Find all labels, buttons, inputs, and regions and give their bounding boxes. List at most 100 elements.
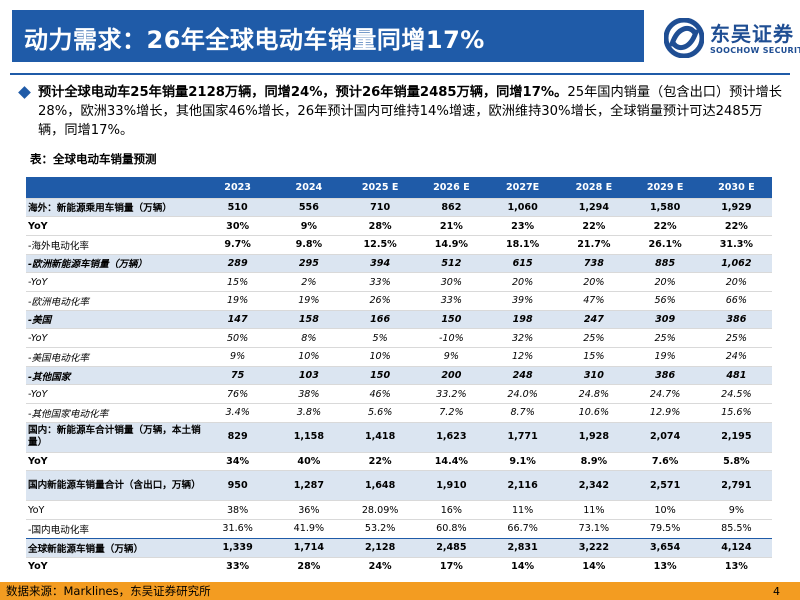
table-cell: 885 [629, 253, 701, 273]
table-cell: 19% [202, 290, 274, 311]
table-cell: 38% [202, 500, 274, 520]
row-label: -欧洲新能源车销量（万辆） [26, 253, 202, 273]
table-cell: 26.1% [629, 234, 701, 255]
table-row: 国内：新能源车合计销量（万辆，本土销量） 829 1,158 1,418 1,623 1,… [26, 421, 772, 453]
table-cell: 25% [558, 328, 630, 348]
table-cell: 9.7% [202, 234, 274, 255]
table-cell: 33% [344, 272, 416, 292]
row-label: -YoY [26, 272, 202, 292]
header-year: 2030 E [700, 177, 772, 198]
table-cell: 309 [629, 309, 701, 329]
table-cell: 11% [487, 500, 559, 520]
table-cell: 950 [202, 470, 274, 501]
table-cell: 1,294 [558, 197, 630, 217]
table-cell: 1,771 [487, 421, 559, 453]
table-cell: 289 [202, 253, 274, 273]
row-label: -其他国家电动化率 [26, 403, 202, 423]
row-label: 国内新能源车销量合计（含出口，万辆） [26, 470, 202, 501]
table-row: -欧洲电动化率 19% 19% 26% 33% 39% 47% 56% 66% [26, 290, 772, 311]
table-cell: 15% [558, 347, 630, 367]
source-note: 数据来源：Marklines，东吴证券研究所 [6, 584, 211, 598]
table-cell: 9.8% [273, 234, 345, 255]
table-cell: 4,124 [700, 537, 772, 557]
table-cell: 28% [273, 556, 345, 576]
table-cell: 60.8% [415, 519, 487, 539]
table-cell: 33% [202, 556, 274, 576]
table-cell: 47% [558, 290, 630, 311]
table-cell: 158 [273, 309, 345, 329]
ev-sales-forecast-table: 2023 2024 2025 E 2026 E 2027E 2028 E 2029 E 203… [26, 177, 772, 576]
header-divider [10, 73, 790, 75]
soochow-logo-icon [664, 18, 704, 58]
table-cell: 28% [344, 216, 416, 236]
row-label: -美国 [26, 309, 202, 329]
table-cell: 1,580 [629, 197, 701, 217]
table-cell: 66% [700, 290, 772, 311]
table-cell: 8.9% [558, 451, 630, 471]
table-cell: 19% [629, 347, 701, 367]
table-cell: 9% [700, 500, 772, 520]
table-cell: 103 [273, 365, 345, 385]
table-cell: 40% [273, 451, 345, 471]
table-row: -海外电动化率 9.7% 9.8% 12.5% 14.9% 18.1% 21.7% 26.1%… [26, 234, 772, 255]
table-cell: 21.7% [558, 234, 630, 255]
table-cell: 1,060 [487, 197, 559, 217]
table-cell: 17% [415, 556, 487, 576]
row-label: 全球新能源车销量（万辆） [26, 537, 202, 557]
table-cell: 166 [344, 309, 416, 329]
table-cell: 5% [344, 328, 416, 348]
table-cell: 9% [415, 347, 487, 367]
table-cell: 73.1% [558, 519, 630, 539]
table-row: 全球新能源车销量（万辆） 1,339 1,714 2,128 2,485 2,831 3,2… [26, 537, 772, 557]
table-cell: 36% [273, 500, 345, 520]
table-cell: 20% [558, 272, 630, 292]
table-cell: 247 [558, 309, 630, 329]
table-cell: 1,339 [202, 537, 274, 557]
header-year: 2027E [487, 177, 559, 198]
table-cell: 2,074 [629, 421, 701, 453]
header-year: 2029 E [629, 177, 701, 198]
table-cell: 31.3% [700, 234, 772, 255]
table-cell: 19% [273, 290, 345, 311]
footer-bar [0, 582, 800, 600]
header-year: 2026 E [415, 177, 487, 198]
title-bar: 动力需求：26年全球电动车销量同增17% [12, 10, 644, 62]
row-label: 海外：新能源乘用车销量（万辆） [26, 197, 202, 217]
table-cell: 147 [202, 309, 274, 329]
table-cell: 1,062 [700, 253, 772, 273]
table-cell: 1,287 [273, 470, 345, 501]
table-header-row: 2023 2024 2025 E 2026 E 2027E 2028 E 2029 E 203… [26, 177, 772, 198]
table-cell: 20% [629, 272, 701, 292]
row-label: -海外电动化率 [26, 234, 202, 255]
table-cell: 512 [415, 253, 487, 273]
table-row: YoY 33% 28% 24% 17% 14% 14% 13% 13% [26, 556, 772, 576]
row-label: -国内电动化率 [26, 519, 202, 539]
table-cell: 33% [415, 290, 487, 311]
row-label: YoY [26, 216, 202, 236]
table-cell: 14% [558, 556, 630, 576]
table-cell: 2,831 [487, 537, 559, 557]
table-cell: 30% [202, 216, 274, 236]
table-cell: 862 [415, 197, 487, 217]
table-cell: 14% [487, 556, 559, 576]
table-row: -其他国家电动化率 3.4% 3.8% 5.6% 7.2% 8.7% 10.6% 12.9% 1… [26, 403, 772, 423]
table-cell: 615 [487, 253, 559, 273]
table-cell: 12.5% [344, 234, 416, 255]
page-number: 4 [773, 585, 780, 598]
table-cell: 34% [202, 451, 274, 471]
table-cell: 53.2% [344, 519, 416, 539]
company-logo: 东吴证券 SOOCHOW SECURITIES [664, 14, 800, 64]
table-cell: 22% [629, 216, 701, 236]
table-row: 海外：新能源乘用车销量（万辆） 510 556 710 862 1,060 1,294 1,5… [26, 197, 772, 217]
table-row: -其他国家 75 103 150 200 248 310 386 481 [26, 365, 772, 385]
table-cell: 556 [273, 197, 345, 217]
table-cell: 13% [629, 556, 701, 576]
table-cell: 56% [629, 290, 701, 311]
table-cell: 25% [629, 328, 701, 348]
row-label: -欧洲电动化率 [26, 290, 202, 311]
summary-normal: 25年国内销量（包含出口）预计增长28%，欧洲33%增长，其他国家46%增长，2… [38, 85, 782, 138]
table-cell: 2,571 [629, 470, 701, 501]
table-cell: 22% [558, 216, 630, 236]
table-cell: 24% [700, 347, 772, 367]
table-cell: 3,222 [558, 537, 630, 557]
